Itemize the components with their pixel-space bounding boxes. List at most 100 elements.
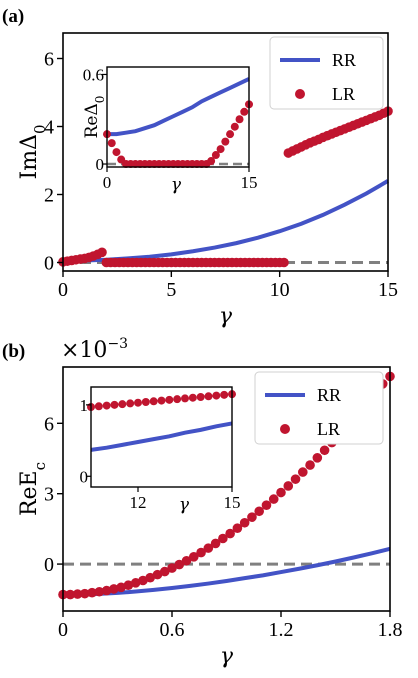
inset-x-tick-label: 15 bbox=[224, 493, 241, 512]
x-tick-label: 0 bbox=[58, 619, 68, 641]
lr-data-point bbox=[283, 481, 294, 491]
lr-data-point bbox=[181, 555, 192, 566]
panel-b: 0 0.6 1.2 1.8 0 3 6 γ ReEc (b) RR LR ×10−3 12 15 0 1 γ bbox=[2, 336, 403, 669]
inset-y-tick-label: 0 bbox=[80, 467, 89, 486]
x-axis-label: γ bbox=[219, 304, 233, 329]
lr-data-point bbox=[109, 584, 119, 594]
y-tick-label: 6 bbox=[44, 413, 54, 435]
lr-data-point bbox=[138, 575, 148, 586]
inset-lr-data-point bbox=[216, 145, 225, 154]
lr-data-point bbox=[290, 474, 301, 484]
legend-rr-label: RR bbox=[332, 50, 356, 70]
lr-data-point bbox=[189, 552, 199, 562]
inset-lr-data-point bbox=[204, 392, 213, 401]
panel-a: 0 5 10 15 0 2 4 6 γ ImΔ0 (a) RR LR 0 15 0 0.6 γ ReΔ0 bbox=[2, 6, 398, 329]
legend-box bbox=[269, 36, 384, 110]
series-rr-line bbox=[62, 179, 390, 263]
inset-lr-data-point bbox=[196, 393, 205, 401]
inset-lr-data-point bbox=[118, 400, 127, 409]
inset-x-axis-label: γ bbox=[171, 175, 182, 195]
inset-lr-data-point bbox=[112, 148, 121, 157]
x-axis-label: γ bbox=[220, 644, 234, 669]
legend: RR LR bbox=[269, 36, 384, 110]
lr-data-point bbox=[276, 487, 286, 498]
lr-data-point bbox=[87, 587, 97, 598]
panel-label: (b) bbox=[2, 341, 25, 362]
lr-data-point bbox=[203, 543, 214, 553]
axes-frame bbox=[62, 366, 391, 612]
inset-lr-data-point bbox=[134, 398, 142, 407]
inset-y-axis-label: ReΔ0 bbox=[82, 96, 107, 139]
inset-lr-data-point bbox=[94, 402, 103, 411]
y-tick-label: 4 bbox=[44, 117, 54, 139]
lr-data-point bbox=[319, 445, 330, 456]
y-tick-label: 3 bbox=[44, 484, 54, 506]
series-lr-markers bbox=[58, 106, 393, 268]
inset-background bbox=[107, 67, 249, 167]
inset-lr-data-point bbox=[220, 390, 229, 399]
legend: RR LR bbox=[254, 371, 384, 445]
lr-data-point bbox=[123, 580, 134, 590]
lr-data-point bbox=[232, 523, 243, 533]
lr-data-point bbox=[298, 467, 308, 477]
inset-chart: 12 15 0 1 γ bbox=[80, 386, 241, 515]
x-tick-label: 10 bbox=[270, 279, 290, 301]
legend-lr-label: LR bbox=[332, 84, 355, 104]
inset-lr-data-point bbox=[102, 401, 111, 410]
inset-lr-data-point bbox=[240, 107, 249, 116]
inset-lr-data-point bbox=[226, 130, 235, 139]
lr-data-point bbox=[268, 494, 279, 504]
lr-data-point bbox=[210, 538, 221, 549]
x-tick-label: 0 bbox=[58, 279, 68, 301]
inset-x-tick-label: 12 bbox=[130, 493, 147, 512]
inset-series-lr-markers bbox=[87, 390, 236, 411]
inset-y-tick-label: 0 bbox=[96, 155, 105, 174]
series-lr-markers bbox=[58, 371, 395, 600]
lr-data-point bbox=[145, 572, 155, 583]
lr-data-point bbox=[174, 559, 185, 570]
inset-lr-data-point bbox=[230, 122, 239, 131]
lr-data-point bbox=[218, 533, 228, 544]
legend-lr-swatch bbox=[295, 89, 305, 99]
lr-data-point bbox=[94, 586, 105, 597]
lr-data-point bbox=[159, 566, 170, 577]
legend-lr-label: LR bbox=[317, 419, 340, 439]
x-tick-label: 5 bbox=[166, 279, 176, 301]
inset-x-tick-label: 0 bbox=[103, 173, 112, 192]
inset-lr-data-point bbox=[211, 151, 220, 160]
lr-data-point bbox=[167, 563, 177, 573]
inset-lr-data-point bbox=[107, 139, 116, 148]
inset-chart: 0 15 0 0.6 γ ReΔ0 bbox=[82, 65, 258, 195]
inset-lr-data-point bbox=[181, 394, 189, 403]
inset-lr-data-point bbox=[157, 396, 166, 405]
inset-frame bbox=[106, 66, 250, 168]
lr-data-point bbox=[239, 517, 250, 528]
x-tick-label: 1.8 bbox=[378, 619, 403, 641]
inset-lr-data-point bbox=[212, 391, 221, 400]
lr-data-point bbox=[97, 247, 107, 258]
inset-series-lr-markers bbox=[103, 100, 253, 169]
inset-lr-data-point bbox=[207, 157, 216, 166]
lr-data-point bbox=[312, 452, 323, 463]
lr-data-point bbox=[65, 589, 76, 600]
y-tick-label: 0 bbox=[44, 554, 54, 576]
inset-y-tick-label: 0.6 bbox=[83, 65, 104, 84]
y-axis-label: ImΔ0 bbox=[17, 125, 49, 180]
series-rr-line bbox=[62, 546, 391, 597]
inset-frame bbox=[90, 386, 233, 488]
lr-data-point bbox=[261, 500, 272, 510]
y-tick-label: 0 bbox=[44, 253, 54, 275]
inset-x-tick-label: 15 bbox=[241, 173, 258, 192]
x-tick-label: 0.6 bbox=[160, 619, 185, 641]
lr-data-point bbox=[279, 257, 289, 268]
inset-lr-data-point bbox=[126, 399, 135, 408]
lr-data-point bbox=[247, 512, 257, 522]
inset-lr-data-point bbox=[110, 400, 119, 409]
x-tick-label: 15 bbox=[378, 279, 398, 301]
inset-lr-data-point bbox=[173, 395, 182, 404]
lr-data-point bbox=[80, 588, 90, 599]
inset-y-tick-label: 1 bbox=[80, 396, 89, 415]
inset-lr-data-point bbox=[165, 395, 174, 404]
y-tick-label: 6 bbox=[44, 49, 54, 71]
